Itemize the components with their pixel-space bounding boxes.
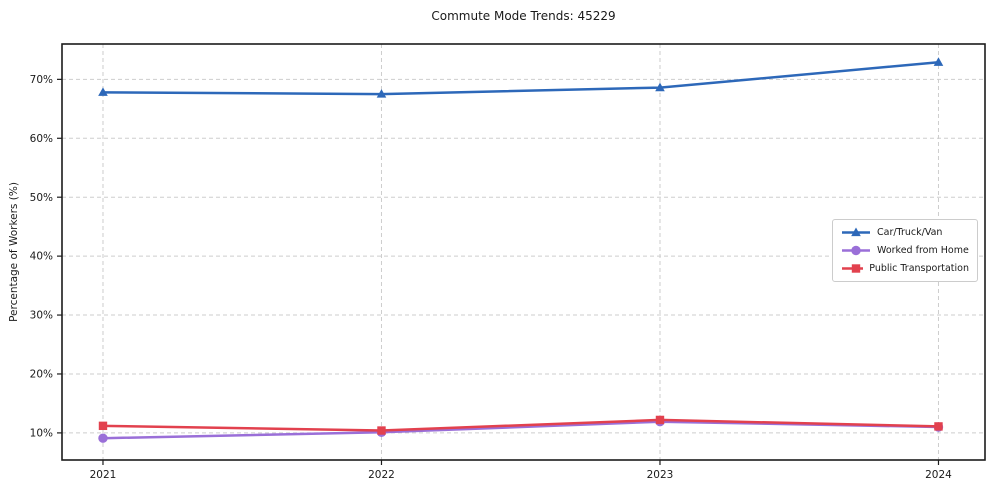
legend-item: Public Transportation (841, 262, 969, 275)
legend-sample-line (842, 227, 870, 237)
triangle-marker-icon (376, 89, 387, 98)
y-tick-label: 60% (30, 133, 53, 145)
square-marker-icon (655, 415, 665, 425)
legend-label: Worked from Home (877, 245, 969, 256)
square-marker-icon (934, 422, 943, 431)
legend-sample-line (842, 245, 870, 256)
chart-legend: Car/Truck/Van Worked from Home Public Tran… (832, 219, 978, 282)
legend-sample-line (842, 264, 864, 273)
series-line-car-truck-van (101, 61, 940, 96)
triangle-marker-icon (851, 227, 861, 237)
x-tick-label: 2024 (925, 469, 952, 481)
legend-item: Car/Truck/Van (841, 226, 969, 239)
square-marker-icon (377, 426, 386, 435)
square-marker-icon (98, 421, 108, 431)
axes-frame (61, 43, 986, 461)
y-tick-label: 50% (30, 192, 53, 204)
circle-marker-icon (98, 433, 108, 443)
chart-title: Commute Mode Trends: 45229 (431, 9, 616, 23)
square-marker-icon (851, 264, 861, 273)
circle-marker-icon (851, 245, 861, 256)
legend-label: Car/Truck/Van (877, 227, 943, 238)
x-tick-label: 2022 (368, 469, 395, 481)
series-line-public-transportation (101, 418, 940, 432)
y-tick-label: 20% (30, 369, 53, 381)
x-tick-label: 2021 (90, 469, 117, 481)
triangle-marker-icon (933, 57, 944, 66)
legend-item: Worked from Home (841, 244, 969, 257)
y-tick-label: 70% (30, 74, 53, 86)
y-tick-label: 40% (30, 251, 53, 263)
triangle-marker-icon (655, 82, 665, 92)
y-tick-label: 10% (30, 427, 53, 439)
triangle-marker-icon (98, 87, 108, 96)
x-tick-label: 2023 (647, 469, 674, 481)
legend-label: Public Transportation (869, 263, 969, 274)
y-tick-label: 30% (30, 310, 53, 322)
